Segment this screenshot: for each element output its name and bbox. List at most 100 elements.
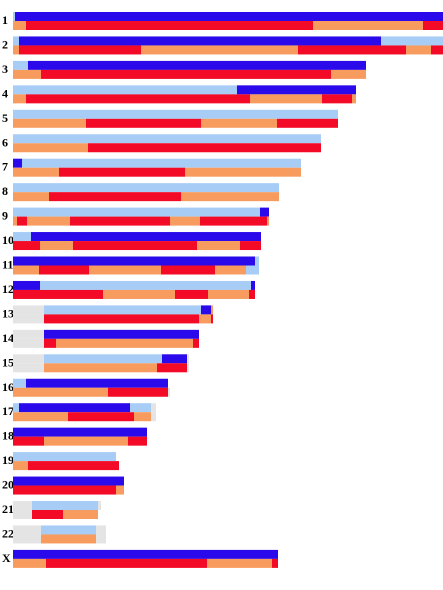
bottom-segment-red [68,412,134,422]
bottom-segment-orange [201,118,277,128]
bottom-segment-orange [13,558,46,568]
chart-row-3: 3 [2,60,366,79]
chart-row-4: 4 [2,85,356,104]
bottom-segment-red [108,387,168,397]
top-segment-light-blue [13,12,15,21]
top-segment-blue [28,60,366,70]
chart-row-2: 2 [2,36,443,55]
bottom-segment-orange [208,289,249,299]
bottom-segment-orange [181,192,279,202]
row-label: 9 [2,209,8,223]
row-label: 8 [2,184,8,198]
bottom-segment-red [423,21,443,30]
top-segment-blue [13,549,278,559]
top-segment-orange [211,305,213,315]
chart-row-13: 13 [2,305,213,324]
row-label: 19 [2,453,14,467]
top-segment-light-blue [41,525,96,535]
top-segment-gray [13,329,44,339]
bottom-segment-gray [151,412,156,422]
bottom-segment-orange [207,558,272,568]
row-label: 12 [2,282,14,296]
top-segment-blue [13,476,124,486]
bottom-segment-orange [134,412,151,422]
bottom-segment-red [211,314,213,324]
bottom-segment-gray [13,338,44,348]
bottom-segment-red [322,94,352,104]
chart-row-6: 6 [2,134,321,153]
bottom-segment-red [59,167,185,177]
chart-row-1: 1 [2,12,443,30]
bottom-segment-orange [13,69,41,79]
bottom-segment-orange [215,265,246,275]
row-label: 4 [2,86,8,100]
top-segment-blue [13,427,147,437]
bottom-segment-orange [41,534,96,544]
bottom-segment-orange [63,510,98,519]
bottom-segment-orange [170,216,200,226]
bottom-segment-orange [13,216,17,226]
bottom-segment-gray [96,534,106,544]
bottom-segment-orange [13,21,26,30]
bottom-segment-red [44,314,199,324]
bottom-segment-gray [13,510,32,519]
bottom-segment-orange [250,94,322,104]
chart-row-14: 14 [2,329,199,348]
bottom-segment-red [46,558,207,568]
bottom-segment-red [70,216,170,226]
top-segment-gray [187,354,189,364]
bottom-segment-orange [103,289,175,299]
bottom-segment-red [49,192,181,202]
chart-row-5: 5 [2,109,338,128]
top-segment-gray [13,525,41,535]
row-label: X [2,551,11,565]
row-label: 15 [2,355,14,369]
bottom-segment-orange [116,485,124,495]
bottom-segment-red [73,241,197,251]
chart-row-7: 7 [2,158,301,177]
bottom-segment-red [240,241,261,251]
bottom-segment-red [26,21,313,30]
bottom-segment-orange [13,265,39,275]
chart-row-15: 15 [2,354,189,373]
bottom-segment-red [161,265,215,275]
bottom-segment-orange [331,69,366,79]
top-segment-gray [96,525,106,535]
chart-row-11: 11 [2,256,259,275]
bottom-segment-orange [406,45,431,55]
row-label: 7 [2,160,8,174]
bottom-segment-gray [13,314,44,324]
bottom-segment-red [28,461,119,471]
bottom-segment-gray [13,534,41,544]
row-label: 16 [2,380,14,394]
top-segment-blue [251,280,255,290]
bottom-segment-orange [13,118,86,128]
bottom-segment-red [32,510,63,519]
row-label: 6 [2,135,8,149]
bottom-segment-red [26,94,250,104]
row-label: 22 [2,526,14,540]
bottom-segment-red [157,363,187,373]
chart-row-12: 12 [2,280,255,299]
top-segment-light-blue [13,60,28,70]
top-segment-light-blue [13,134,321,144]
row-label: 17 [2,404,14,418]
bottom-segment-red [41,69,331,79]
bottom-segment-orange [13,94,26,104]
bottom-segment-orange [352,94,356,104]
bottom-segment-orange [313,21,423,30]
bottom-segment-orange [267,216,269,226]
top-segment-gray [151,403,156,413]
bottom-segment-red [193,338,199,348]
bottom-segment-red [44,338,56,348]
bottom-segment-orange [13,412,68,422]
chart-row-16: 16 [2,378,170,397]
bottom-segment-red [298,45,406,55]
bottom-segment-orange [27,216,70,226]
chart-row-22: 22 [2,525,106,544]
row-label: 3 [2,62,8,76]
chart-row-X: X [2,549,278,568]
bottom-segment-red [17,216,27,226]
row-label: 13 [2,306,14,320]
